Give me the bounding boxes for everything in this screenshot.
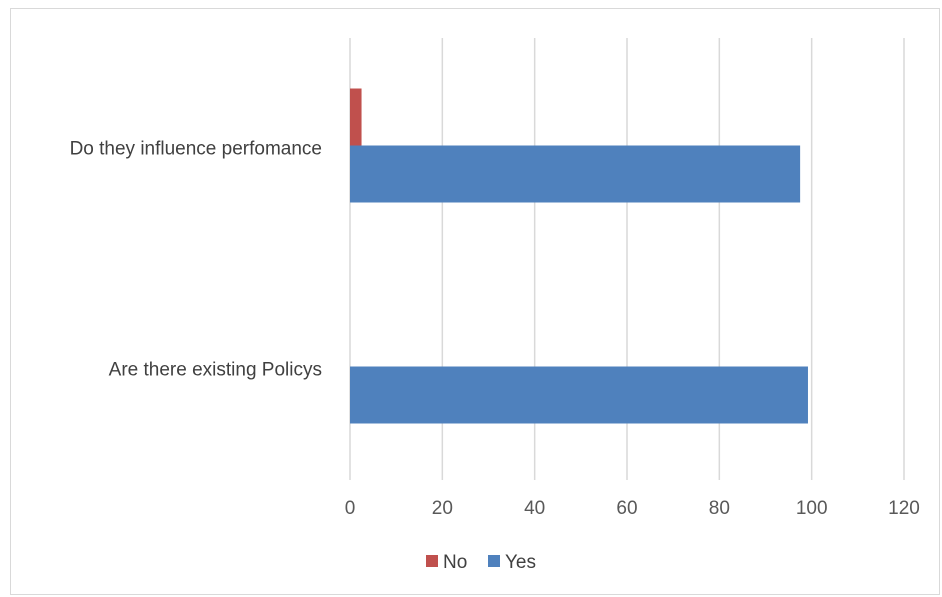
bar-no bbox=[350, 88, 362, 146]
x-tick-label: 0 bbox=[345, 498, 356, 519]
x-tick-label: 60 bbox=[616, 498, 637, 519]
x-axis-ticks: 0 20 40 60 80 100 120 bbox=[345, 498, 920, 519]
legend-swatch-no bbox=[426, 555, 438, 567]
bars bbox=[350, 88, 808, 424]
bar-yes bbox=[350, 366, 808, 424]
category-label: Are there existing Policys bbox=[109, 360, 322, 381]
x-tick-label: 100 bbox=[796, 498, 828, 519]
legend-label-no: No bbox=[443, 552, 467, 573]
category-label: Do they influence perfomance bbox=[70, 139, 322, 160]
legend-swatch-yes bbox=[488, 555, 500, 567]
bar-yes bbox=[350, 145, 801, 203]
x-tick-label: 20 bbox=[432, 498, 453, 519]
legend-label-yes: Yes bbox=[505, 552, 536, 573]
x-tick-label: 80 bbox=[709, 498, 730, 519]
legend: No Yes bbox=[426, 552, 536, 573]
category-labels: Are there existing Policys Do they influe… bbox=[70, 139, 322, 381]
x-tick-label: 120 bbox=[888, 498, 920, 519]
chart-frame bbox=[10, 8, 940, 595]
x-tick-label: 40 bbox=[524, 498, 545, 519]
